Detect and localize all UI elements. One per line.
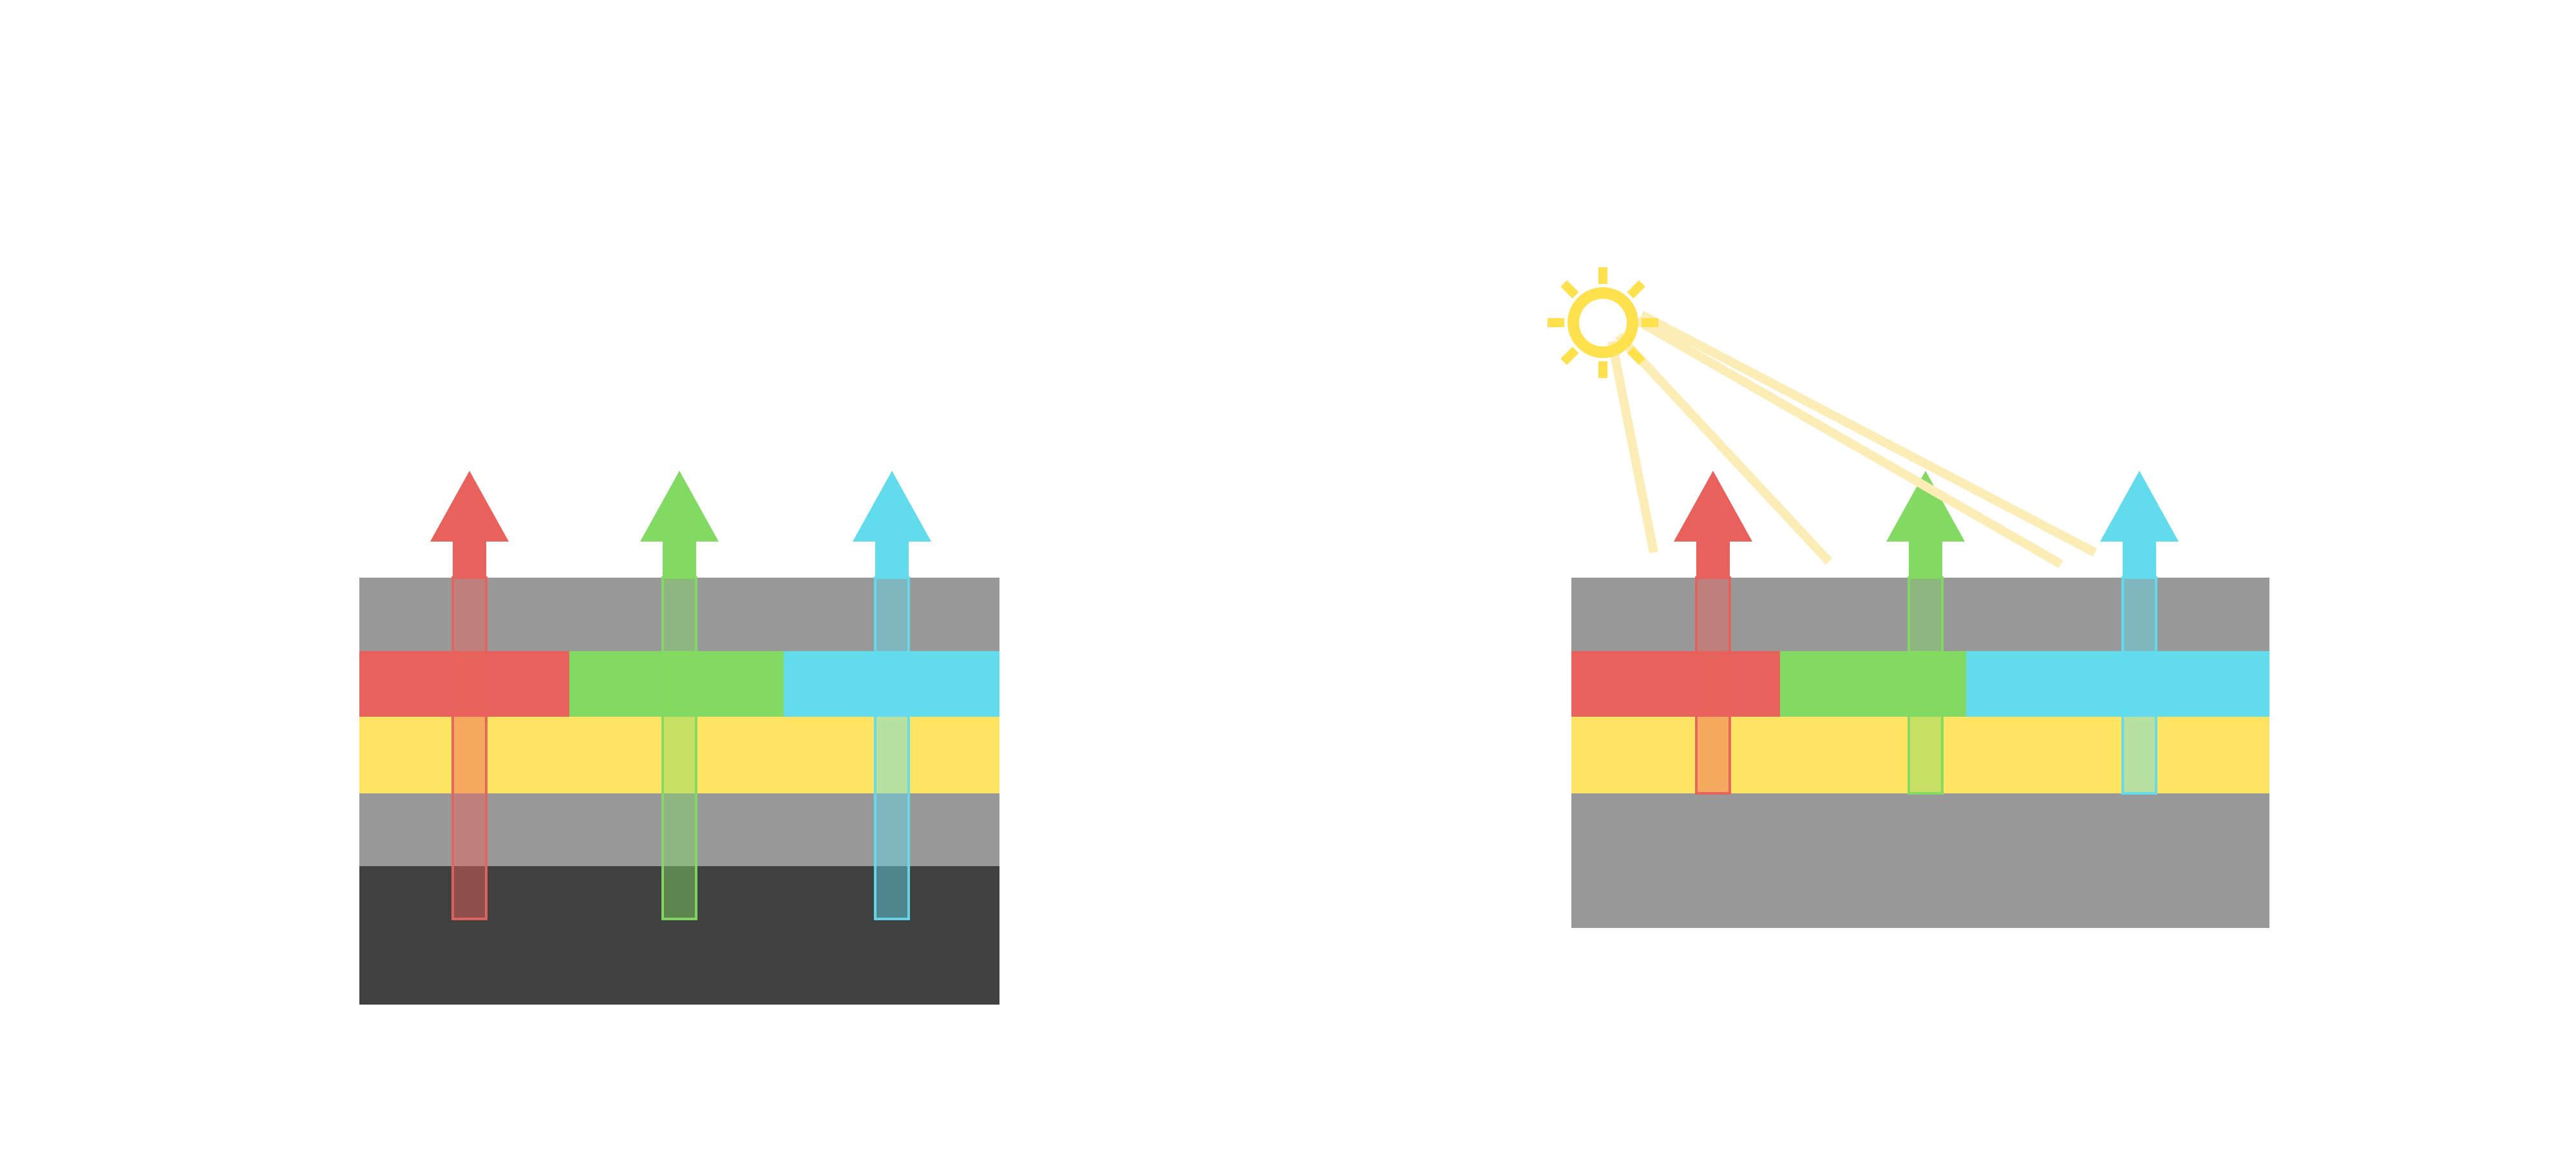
sun-icon[interactable] [1548,267,1658,378]
right-stack-sun-ray-1 [1607,340,1658,554]
right-stack-rgb-filter-layer-cyan-segment[interactable] [1966,651,2269,717]
right-stack-sun-ray-2 [1615,332,1833,565]
sun-spoke-6 [1560,346,1579,365]
left-stack-arrows-front [451,576,910,920]
left-stack-layers [359,578,999,1005]
left-stack-rgb-filter-layer-green-segment[interactable] [569,651,784,717]
left-stack-red-arrow-shaft-outline [451,576,488,920]
left-stack-green-arrow-shaft-outline [661,576,697,920]
right-stack-green-arrow-shaft-overlay[interactable] [1909,578,1942,793]
right-stack-sun-rays [1607,310,2098,569]
left-stack-cyan-arrow-shaft-overlay[interactable] [875,578,909,919]
right-stack-yellow-layer[interactable] [1571,717,2269,793]
left-stack-top-gray-layer[interactable] [359,578,999,651]
left-stack-yellow-layer[interactable] [359,717,999,793]
right-stack-cyan-arrow-shaft-outline [2121,576,2157,795]
sun-spoke-2 [1627,280,1645,299]
sun-spoke-8 [1560,280,1579,299]
right-stack-rgb-filter-layer-red-segment[interactable] [1571,651,1780,717]
left-stack-mid-gray-layer[interactable] [359,793,999,866]
right-stack-sun-ray-3 [1635,316,2063,569]
right-stack-sun-ray-4 [1639,310,2098,557]
right-stack-cyan-arrow-shaft-overlay[interactable] [2123,578,2156,793]
right-stack-layers [1571,578,2269,928]
left-stack-red-arrow-shaft-overlay[interactable] [453,578,486,919]
left-stack [359,471,999,1005]
right-stack [1548,267,2269,928]
right-stack-green-arrow-shaft-outline [1908,576,1944,795]
left-stack-rgb-filter-layer-red-segment[interactable] [359,651,569,717]
left-stack-green-arrow-shaft-overlay[interactable] [663,578,696,919]
right-stack-top-gray-layer[interactable] [1571,578,2269,651]
left-stack-rgb-filter-layer-cyan-segment[interactable] [784,651,999,717]
left-stack-cyan-arrow-shaft-outline [874,576,910,920]
sun-spoke-4 [1627,346,1645,365]
right-stack-arrows-front [1695,576,2157,795]
right-stack-bottom-gray-layer[interactable] [1571,793,2269,928]
sun-ring [1567,287,1638,358]
right-stack-red-arrow-shaft-overlay[interactable] [1696,578,1730,793]
right-stack-rgb-filter-layer-green-segment[interactable] [1780,651,1966,717]
right-stack-red-arrow-shaft-outline [1695,576,1731,795]
left-stack-dark-substrate[interactable] [359,866,999,1005]
